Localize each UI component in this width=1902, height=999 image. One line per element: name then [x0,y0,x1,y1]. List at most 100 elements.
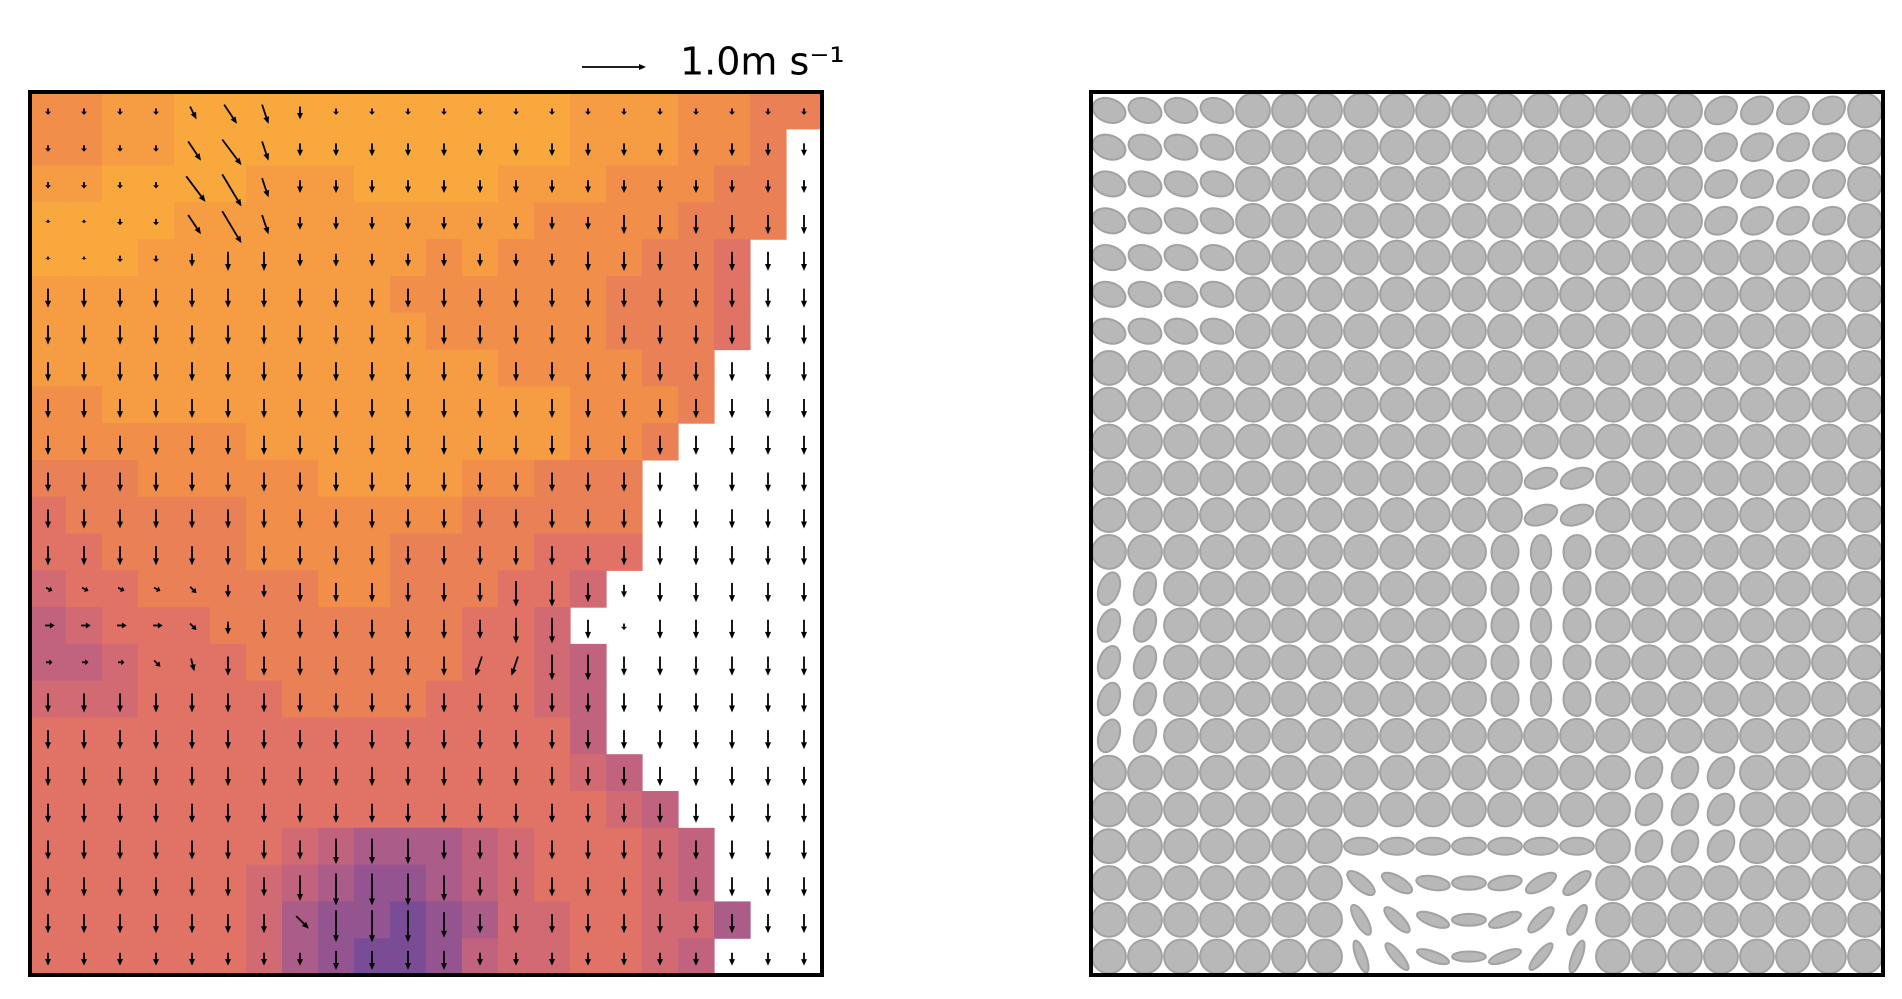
velocity-arrow-head [621,111,627,115]
velocity-arrow [261,472,267,492]
velocity-arrow [261,104,270,124]
velocity-arrow [189,840,195,860]
strain-ellipse [1163,460,1199,497]
velocity-arrow [45,362,51,382]
strain-ellipse [1451,239,1487,276]
velocity-arrow-head [297,815,303,823]
velocity-arrow [297,546,303,566]
strain-ellipse [1559,717,1595,754]
velocity-arrow [765,803,771,823]
velocity-arrow-head [801,227,807,235]
velocity-arrow [333,509,339,529]
velocity-arrow [693,288,699,308]
velocity-arrow [621,251,627,272]
velocity-arrow [549,108,555,115]
strain-ellipse [1415,570,1451,607]
velocity-arrow [45,325,51,345]
strain-ellipse [1595,828,1631,865]
strain-ellipse [1847,533,1883,570]
velocity-arrow [405,288,411,308]
velocity-arrow-head [369,186,375,193]
velocity-arrow-head [261,591,267,598]
strain-ellipse [1343,386,1379,423]
strain-ellipse [1631,460,1667,497]
ellipse-group [1091,92,1883,975]
velocity-arrow-head [621,779,627,787]
velocity-arrow-shaft [187,214,198,229]
strain-ellipse [1775,239,1811,276]
strain-ellipse [1451,875,1487,891]
velocity-arrow [549,952,555,966]
strain-ellipse [1132,644,1158,680]
strain-ellipse [1127,460,1163,497]
strain-ellipse [1235,570,1271,607]
velocity-arrow-head [369,521,375,529]
strain-ellipse [1163,386,1199,423]
strain-ellipse [1667,239,1703,276]
velocity-arrow-head [657,959,663,966]
velocity-arrow-head [801,852,807,860]
velocity-arrow [549,325,555,345]
strain-ellipse [1847,644,1883,681]
velocity-arrow [153,730,159,750]
velocity-arrow [225,546,231,566]
velocity-arrow [729,766,735,787]
velocity-arrow-head [621,852,627,860]
velocity-arrow-head [189,959,195,966]
strain-ellipse [1739,497,1775,534]
velocity-arrow [693,582,699,603]
strain-ellipse [1775,607,1811,644]
strain-ellipse [1562,533,1592,570]
velocity-arrow [729,180,735,193]
strain-ellipse [1703,497,1739,534]
strain-ellipse [1132,718,1158,754]
velocity-arrow-head [657,447,663,455]
strain-ellipse [1235,865,1271,901]
strain-ellipse [1566,903,1588,936]
velocity-arrow [693,656,699,676]
strain-ellipse [1127,280,1163,308]
velocity-arrow-head [657,889,663,897]
velocity-arrow [333,362,339,382]
velocity-arrow-head [333,857,339,865]
velocity-arrow-head [441,631,447,639]
velocity-arrow-head [585,631,591,639]
velocity-arrow-shaft [153,659,158,665]
velocity-arrow-head [693,815,699,823]
strain-ellipse [1451,570,1487,607]
strain-ellipse [1307,570,1343,607]
velocity-arrow-head [693,264,699,272]
velocity-arrow [657,180,663,193]
strain-ellipse [1235,276,1271,313]
velocity-arrow-head [333,668,339,676]
velocity-arrow-head [657,742,663,750]
strain-ellipse [1704,169,1738,199]
velocity-arrow [549,693,555,713]
velocity-arrow-head [729,337,735,345]
velocity-arrow-head [693,411,699,419]
velocity-arrow [441,398,447,419]
strain-ellipse [1634,792,1664,827]
strain-ellipse [1199,386,1235,423]
strain-ellipse [1091,754,1127,791]
strain-ellipse [1703,423,1739,460]
velocity-arrow-head [297,300,303,308]
ellipse-panel [1089,90,1885,977]
strain-ellipse [1451,912,1487,927]
strain-ellipse [1235,533,1271,570]
velocity-arrow-head [693,227,699,235]
strain-ellipse [1811,497,1847,534]
velocity-arrow-head [155,661,161,667]
velocity-arrow [369,582,375,603]
velocity-arrow-head [693,852,699,860]
velocity-arrow-head [45,111,51,115]
velocity-arrow [369,180,375,193]
velocity-arrow-head [369,260,375,267]
velocity-arrow-head [477,705,483,713]
velocity-arrow-head [513,959,519,966]
strain-ellipse [1631,423,1667,460]
velocity-arrow-head [81,221,87,224]
velocity-arrow-head [45,926,51,934]
velocity-arrow [621,623,627,630]
velocity-arrow-head [441,484,447,492]
